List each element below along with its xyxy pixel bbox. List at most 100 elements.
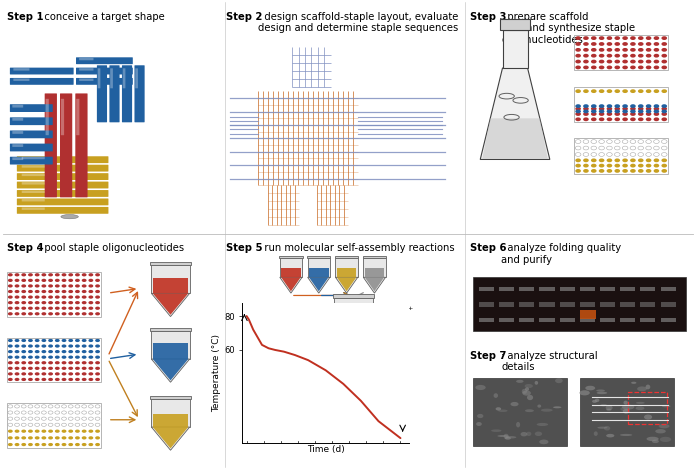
Circle shape (61, 361, 66, 364)
Circle shape (638, 60, 644, 63)
Circle shape (61, 307, 66, 310)
Bar (560, 318, 575, 322)
Circle shape (630, 109, 635, 113)
Circle shape (68, 350, 73, 353)
Circle shape (68, 295, 73, 299)
Circle shape (630, 104, 635, 108)
Circle shape (591, 66, 596, 69)
Ellipse shape (476, 422, 482, 426)
Circle shape (591, 104, 596, 108)
Circle shape (622, 66, 628, 69)
Circle shape (81, 344, 86, 348)
Circle shape (622, 107, 628, 111)
Circle shape (42, 339, 47, 342)
Ellipse shape (510, 402, 519, 406)
Circle shape (576, 117, 581, 121)
Circle shape (28, 430, 33, 433)
Circle shape (35, 378, 40, 381)
Circle shape (15, 367, 19, 370)
Circle shape (576, 48, 581, 52)
FancyBboxPatch shape (13, 157, 23, 160)
Circle shape (75, 443, 80, 446)
Polygon shape (335, 277, 358, 293)
Bar (574, 138, 668, 174)
Polygon shape (337, 268, 356, 277)
Circle shape (48, 356, 53, 359)
Circle shape (35, 290, 40, 293)
Circle shape (42, 284, 47, 287)
Polygon shape (365, 268, 384, 277)
Circle shape (661, 164, 667, 167)
Circle shape (661, 107, 667, 111)
Circle shape (615, 60, 620, 63)
Circle shape (88, 436, 93, 439)
Ellipse shape (606, 434, 615, 438)
Circle shape (95, 301, 100, 304)
Circle shape (599, 66, 604, 69)
Circle shape (68, 301, 73, 304)
Circle shape (622, 89, 628, 93)
Circle shape (95, 367, 100, 370)
FancyBboxPatch shape (61, 99, 64, 135)
FancyBboxPatch shape (10, 68, 74, 75)
Circle shape (638, 54, 644, 58)
Bar (580, 378, 674, 446)
Bar (560, 302, 575, 307)
Text: Step 4: Step 4 (7, 243, 44, 253)
FancyBboxPatch shape (22, 207, 45, 210)
Ellipse shape (644, 415, 652, 420)
Polygon shape (152, 294, 189, 317)
Circle shape (75, 295, 80, 299)
Ellipse shape (655, 429, 666, 433)
Polygon shape (153, 427, 188, 448)
Circle shape (42, 443, 47, 446)
FancyBboxPatch shape (13, 78, 29, 81)
Circle shape (622, 117, 628, 121)
Circle shape (22, 295, 26, 299)
Circle shape (607, 107, 612, 111)
Circle shape (75, 284, 80, 287)
Circle shape (48, 279, 53, 282)
Bar (640, 287, 656, 291)
Polygon shape (153, 294, 188, 315)
Circle shape (61, 344, 66, 348)
Text: Step 5: Step 5 (226, 243, 262, 253)
Circle shape (8, 430, 13, 433)
Circle shape (28, 273, 33, 276)
Circle shape (607, 42, 612, 46)
Circle shape (630, 54, 635, 58)
Circle shape (22, 273, 26, 276)
Circle shape (591, 164, 596, 167)
Circle shape (661, 104, 667, 108)
Circle shape (75, 307, 80, 310)
Circle shape (61, 295, 66, 299)
FancyBboxPatch shape (17, 156, 109, 163)
Circle shape (599, 107, 604, 111)
Circle shape (88, 350, 93, 353)
Circle shape (15, 339, 19, 342)
Circle shape (8, 273, 13, 276)
Circle shape (88, 367, 93, 370)
Bar (661, 318, 676, 322)
Ellipse shape (555, 378, 562, 383)
Circle shape (42, 344, 47, 348)
Polygon shape (152, 331, 189, 359)
Circle shape (646, 89, 651, 93)
Circle shape (15, 430, 19, 433)
Polygon shape (334, 298, 373, 329)
Circle shape (576, 112, 581, 116)
Circle shape (35, 436, 40, 439)
Circle shape (583, 112, 589, 116)
Circle shape (599, 109, 604, 113)
Circle shape (75, 372, 80, 376)
Circle shape (68, 443, 73, 446)
Circle shape (591, 54, 596, 58)
Ellipse shape (541, 408, 553, 412)
Circle shape (81, 301, 86, 304)
Bar (661, 302, 676, 307)
Circle shape (615, 107, 620, 111)
Bar (7, 272, 101, 317)
Circle shape (81, 361, 86, 364)
Circle shape (22, 430, 26, 433)
Circle shape (55, 307, 60, 310)
